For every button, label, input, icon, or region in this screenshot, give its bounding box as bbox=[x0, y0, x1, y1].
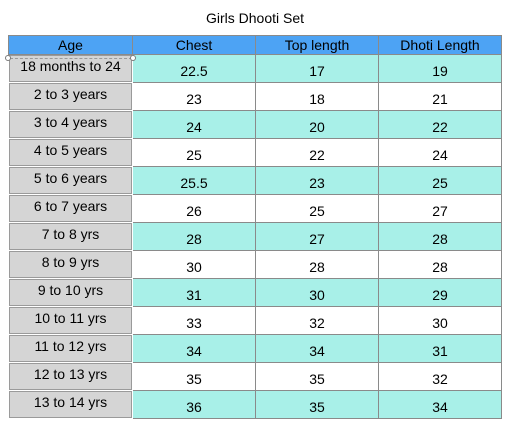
top-length-cell[interactable]: 30 bbox=[255, 278, 379, 307]
dhoti-length-cell[interactable]: 32 bbox=[378, 362, 502, 391]
table-row: 12 to 13 yrs 35 35 32 bbox=[8, 362, 502, 391]
dhoti-length-cell[interactable]: 19 bbox=[378, 54, 502, 83]
dhoti-length-cell[interactable]: 24 bbox=[378, 138, 502, 167]
top-length-cell[interactable]: 23 bbox=[255, 166, 379, 195]
chest-cell[interactable]: 35 bbox=[132, 362, 256, 391]
chest-cell[interactable]: 22.5 bbox=[132, 54, 256, 83]
age-cell[interactable]: 9 to 10 yrs bbox=[8, 278, 133, 307]
chest-cell[interactable]: 26 bbox=[132, 194, 256, 223]
table-row: 5 to 6 years 25.5 23 25 bbox=[8, 166, 502, 195]
page-title: Girls Dhooti Set bbox=[205, 10, 305, 26]
age-cell[interactable]: 4 to 5 years bbox=[8, 138, 133, 167]
age-cell[interactable]: 5 to 6 years bbox=[8, 166, 133, 195]
table-row: 9 to 10 yrs 31 30 29 bbox=[8, 278, 502, 307]
dhoti-length-cell[interactable]: 21 bbox=[378, 82, 502, 111]
table-row: 3 to 4 years 24 20 22 bbox=[8, 110, 502, 139]
chest-cell[interactable]: 25.5 bbox=[132, 166, 256, 195]
age-cell[interactable]: 10 to 11 yrs bbox=[8, 306, 133, 335]
dhoti-length-cell[interactable]: 31 bbox=[378, 334, 502, 363]
top-length-cell[interactable]: 27 bbox=[255, 222, 379, 251]
dhoti-length-cell[interactable]: 28 bbox=[378, 222, 502, 251]
size-chart-table: Age Chest Top length Dhoti Length 18 mon… bbox=[8, 35, 502, 419]
table-row: 2 to 3 years 23 18 21 bbox=[8, 82, 502, 111]
age-cell[interactable]: 6 to 7 years bbox=[8, 194, 133, 223]
top-length-cell[interactable]: 18 bbox=[255, 82, 379, 111]
header-age[interactable]: Age bbox=[8, 35, 133, 55]
header-dhoti-length[interactable]: Dhoti Length bbox=[378, 35, 502, 55]
age-cell[interactable]: 3 to 4 years bbox=[8, 110, 133, 139]
header-top-length[interactable]: Top length bbox=[255, 35, 379, 55]
age-cell[interactable]: 12 to 13 yrs bbox=[8, 362, 133, 391]
top-length-cell[interactable]: 32 bbox=[255, 306, 379, 335]
chest-cell[interactable]: 23 bbox=[132, 82, 256, 111]
table-row: 8 to 9 yrs 30 28 28 bbox=[8, 250, 502, 279]
top-length-cell[interactable]: 25 bbox=[255, 194, 379, 223]
table-row: 6 to 7 years 26 25 27 bbox=[8, 194, 502, 223]
table-row: 7 to 8 yrs 28 27 28 bbox=[8, 222, 502, 251]
dhoti-length-cell[interactable]: 30 bbox=[378, 306, 502, 335]
dhoti-length-cell[interactable]: 27 bbox=[378, 194, 502, 223]
chest-cell[interactable]: 25 bbox=[132, 138, 256, 167]
age-cell[interactable]: 7 to 8 yrs bbox=[8, 222, 133, 251]
top-length-cell[interactable]: 35 bbox=[255, 390, 379, 419]
age-cell[interactable]: 13 to 14 yrs bbox=[8, 390, 133, 419]
header-row: Age Chest Top length Dhoti Length bbox=[8, 35, 502, 55]
top-length-cell[interactable]: 35 bbox=[255, 362, 379, 391]
chest-cell[interactable]: 31 bbox=[132, 278, 256, 307]
age-cell[interactable]: 11 to 12 yrs bbox=[8, 334, 133, 363]
selection-handle-left[interactable] bbox=[5, 55, 11, 61]
chest-cell[interactable]: 36 bbox=[132, 390, 256, 419]
selection-outline bbox=[10, 58, 132, 59]
dhoti-length-cell[interactable]: 28 bbox=[378, 250, 502, 279]
dhoti-length-cell[interactable]: 29 bbox=[378, 278, 502, 307]
top-length-cell[interactable]: 28 bbox=[255, 250, 379, 279]
top-length-cell[interactable]: 22 bbox=[255, 138, 379, 167]
dhoti-length-cell[interactable]: 22 bbox=[378, 110, 502, 139]
top-length-cell[interactable]: 20 bbox=[255, 110, 379, 139]
chest-cell[interactable]: 33 bbox=[132, 306, 256, 335]
header-chest[interactable]: Chest bbox=[132, 35, 256, 55]
chest-cell[interactable]: 24 bbox=[132, 110, 256, 139]
table-body: 18 months to 24 22.5 17 19 2 to 3 years … bbox=[8, 54, 502, 419]
top-length-cell[interactable]: 17 bbox=[255, 54, 379, 83]
selection-handle-right[interactable] bbox=[130, 55, 136, 61]
dhoti-length-cell[interactable]: 25 bbox=[378, 166, 502, 195]
table-row: 4 to 5 years 25 22 24 bbox=[8, 138, 502, 167]
table-row: 13 to 14 yrs 36 35 34 bbox=[8, 390, 502, 419]
chest-cell[interactable]: 34 bbox=[132, 334, 256, 363]
top-length-cell[interactable]: 34 bbox=[255, 334, 379, 363]
table-row: 11 to 12 yrs 34 34 31 bbox=[8, 334, 502, 363]
table-row: 10 to 11 yrs 33 32 30 bbox=[8, 306, 502, 335]
chest-cell[interactable]: 30 bbox=[132, 250, 256, 279]
dhoti-length-cell[interactable]: 34 bbox=[378, 390, 502, 419]
age-cell[interactable]: 8 to 9 yrs bbox=[8, 250, 133, 279]
age-cell[interactable]: 2 to 3 years bbox=[8, 82, 133, 111]
table-row: 18 months to 24 22.5 17 19 bbox=[8, 54, 502, 83]
chest-cell[interactable]: 28 bbox=[132, 222, 256, 251]
